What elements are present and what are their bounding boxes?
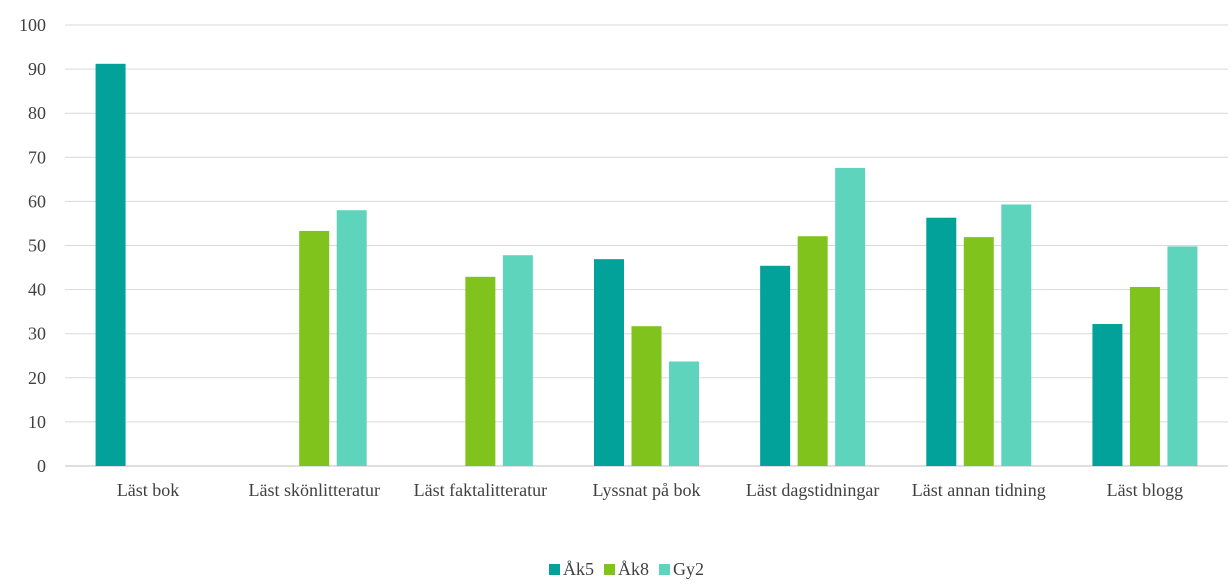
bar xyxy=(926,217,957,466)
y-tick-label: 0 xyxy=(37,456,46,476)
bar xyxy=(299,230,330,466)
legend-swatch xyxy=(659,564,670,575)
y-tick-label: 70 xyxy=(28,147,46,167)
bar xyxy=(465,276,496,466)
bar xyxy=(594,259,624,466)
y-tick-label: 30 xyxy=(28,324,46,344)
x-tick-label: Läst faktalitteratur xyxy=(414,480,547,500)
x-tick-label: Läst annan tidning xyxy=(912,480,1046,500)
y-tick-label: 40 xyxy=(28,280,46,300)
bar xyxy=(502,255,533,466)
x-tick-label: Läst bok xyxy=(117,480,180,500)
bar xyxy=(669,361,699,466)
bar xyxy=(1001,204,1032,466)
y-tick-label: 80 xyxy=(28,103,46,123)
y-tick-label: 100 xyxy=(19,15,46,35)
bar xyxy=(797,236,828,466)
legend-swatch xyxy=(549,564,560,575)
y-tick-label: 90 xyxy=(28,59,46,79)
bar xyxy=(631,326,662,466)
bar xyxy=(963,237,994,466)
bar xyxy=(1092,323,1123,466)
y-tick-label: 20 xyxy=(28,368,46,388)
y-tick-label: 60 xyxy=(28,191,46,211)
bar xyxy=(336,210,367,466)
bar xyxy=(95,63,126,467)
legend-swatch xyxy=(604,564,615,575)
y-tick-label: 50 xyxy=(28,236,46,256)
bar xyxy=(835,167,866,466)
legend-label: Åk5 xyxy=(563,559,594,579)
x-tick-label: Läst skönlitteratur xyxy=(248,480,379,500)
x-tick-label: Läst dagstidningar xyxy=(746,480,879,500)
bar xyxy=(760,265,791,466)
bar xyxy=(1167,246,1198,466)
legend-label: Åk8 xyxy=(618,559,649,579)
y-tick-label: 10 xyxy=(28,412,46,432)
bar xyxy=(1129,286,1160,466)
x-tick-label: Läst blogg xyxy=(1107,480,1184,500)
legend-label: Gy2 xyxy=(673,559,704,579)
x-tick-label: Lyssnat på bok xyxy=(593,480,701,500)
